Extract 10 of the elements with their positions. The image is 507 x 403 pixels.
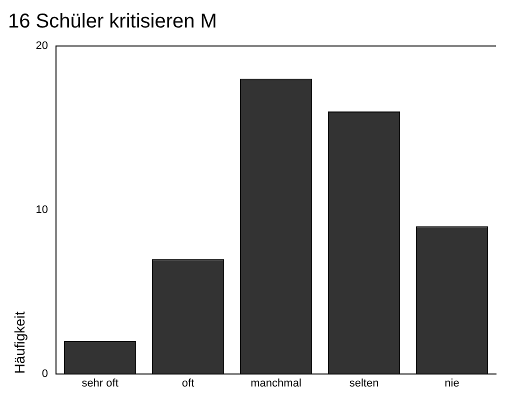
y-axis-title: Häufigkeit (11, 311, 28, 374)
chart-title: 16 Schüler kritisieren M (8, 10, 217, 33)
y-tick-label: 10 (36, 204, 48, 216)
y-tick-label: 0 (42, 368, 48, 380)
y-tick-label: 20 (36, 40, 48, 52)
x-tick-label: selten (349, 377, 379, 390)
x-tick-label: sehr oft (82, 377, 118, 390)
x-tick-label: oft (182, 377, 194, 390)
x-tick-label: nie (444, 377, 460, 390)
x-tick-label: manchmal (250, 377, 302, 390)
